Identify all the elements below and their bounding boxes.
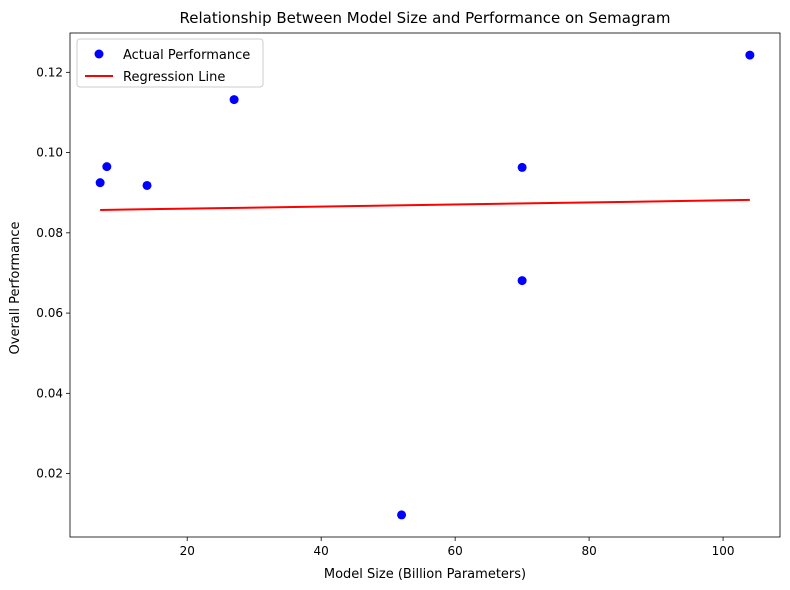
data-point — [142, 180, 152, 190]
axes-frame — [69, 32, 781, 538]
x-tick-label: 20 — [180, 544, 195, 558]
data-point — [517, 276, 527, 286]
x-tick-label: 60 — [448, 544, 463, 558]
y-tick-label: 0.06 — [36, 306, 63, 320]
x-tick-label: 80 — [581, 544, 596, 558]
legend-label: Actual Performance — [123, 48, 250, 63]
legend-marker-swatch — [94, 49, 104, 59]
y-axis-title: Overall Performance — [8, 222, 23, 355]
x-tick-label: 100 — [712, 544, 735, 558]
data-point — [745, 50, 755, 60]
x-tick-label: 40 — [314, 544, 329, 558]
data-point — [102, 162, 112, 172]
y-tick-label: 0.04 — [36, 386, 63, 400]
data-point — [95, 178, 105, 188]
data-point — [229, 95, 239, 105]
y-tick-label: 0.02 — [36, 467, 63, 481]
regression-line — [100, 198, 750, 211]
plot-area: 20 40 60 80 100 0.02 0.04 0.06 0.08 0.10 0.12 Actua… — [36, 32, 781, 558]
data-point — [517, 162, 527, 172]
y-tick-label: 0.10 — [36, 146, 63, 160]
legend-label: Regression Line — [123, 70, 225, 85]
y-tick-label: 0.08 — [36, 226, 63, 240]
y-tick-label: 0.12 — [36, 65, 63, 79]
x-axis-title: Model Size (Billion Parameters) — [324, 567, 526, 582]
legend-box — [76, 38, 264, 88]
data-point — [397, 510, 407, 520]
chart-title: Relationship Between Model Size and Perf… — [180, 9, 671, 27]
